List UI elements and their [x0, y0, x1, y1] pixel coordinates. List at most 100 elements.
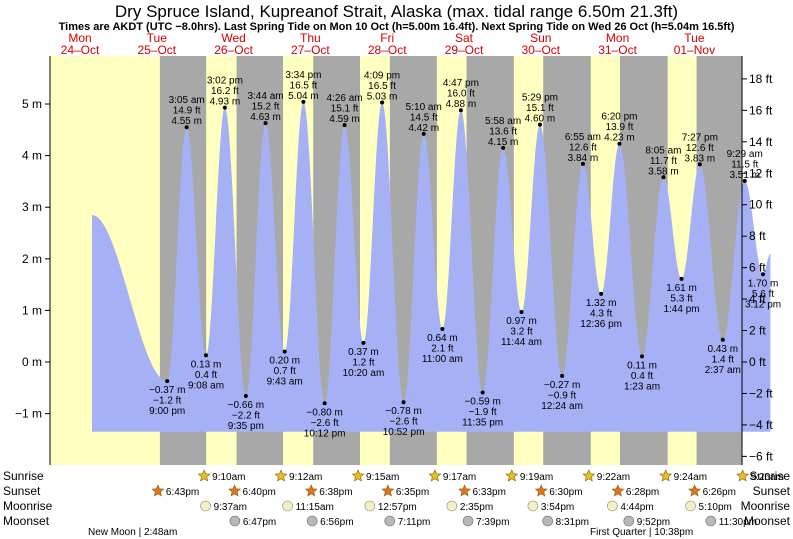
extreme-dot: [640, 354, 645, 359]
high-tide-label: 4.59 m: [329, 114, 360, 125]
high-tide-label: 8:05 am: [645, 145, 681, 156]
low-tide-label: −0.59 m: [464, 396, 500, 407]
moonset-icon: [542, 515, 553, 527]
sunrise-icon: [505, 469, 519, 482]
low-tide-label: 0.4 ft: [195, 370, 217, 381]
moonrise-icon: [527, 500, 539, 512]
sunrise-icon: [428, 469, 442, 482]
high-tide-label: 5:29 pm: [522, 93, 558, 104]
sunset-time: 6:28pm: [626, 487, 659, 498]
low-tide-label: −1.9 ft: [469, 407, 497, 418]
right-tick-label: 14 ft: [749, 135, 773, 149]
high-tide-label: 6:20 pm: [601, 112, 637, 123]
low-tide-label: −2.6 ft: [311, 418, 339, 429]
right-tick-label: −2 ft: [749, 386, 773, 400]
high-tide-label: 13.6 ft: [489, 126, 517, 137]
high-tide-label: 7:27 pm: [682, 132, 718, 143]
sunset-icon: [458, 484, 472, 497]
low-tide-label: 11:00 am: [422, 354, 463, 365]
low-tide-label: 0.7 ft: [274, 366, 296, 377]
extreme-dot: [342, 123, 347, 128]
extreme-dot: [361, 340, 366, 345]
extreme-dot: [263, 121, 268, 126]
sunset-time: 6:40pm: [243, 487, 276, 498]
high-tide-label: 4.60 m: [525, 114, 556, 125]
high-tide-label: 3:44 am: [247, 91, 283, 102]
extreme-dot: [580, 161, 585, 166]
high-tide-label: 4.23 m: [604, 133, 635, 144]
moonset-icon: [623, 515, 635, 527]
sunset-icon: [611, 484, 625, 497]
right-tick-label: 16 ft: [749, 103, 773, 117]
low-tide-label: 0.43 m: [707, 344, 738, 355]
sunrise-time: 9:15am: [366, 472, 399, 483]
low-tide-label: 3:12 pm: [745, 299, 781, 310]
moon-phase-first-quarter: First Quarter | 10:38pm: [590, 527, 693, 538]
moonset-time: 8:31pm: [556, 517, 589, 528]
high-tide-label: 3:02 pm: [207, 76, 243, 87]
low-tide-label: 0.4 ft: [631, 371, 653, 382]
moonrise-time: 11:15am: [296, 502, 334, 513]
high-tide-label: 16.5 ft: [368, 81, 396, 92]
chart-title: Dry Spruce Island, Kupreanof Strait, Ala…: [114, 2, 679, 21]
extreme-dot: [184, 125, 189, 130]
moonset-time: 6:47pm: [243, 517, 276, 528]
high-tide-label: 4.42 m: [408, 123, 439, 134]
day-headers: Mon24–OctTue25–OctWed26–OctThu27–OctFri2…: [61, 31, 715, 57]
low-tide-label: 0.20 m: [269, 356, 300, 367]
low-tide-label: 3.2 ft: [510, 326, 532, 337]
right-tick-label: 4 ft: [749, 292, 766, 306]
sunrise-time: 9:10am: [212, 472, 245, 483]
low-tide-label: −0.9 ft: [548, 390, 576, 401]
moonset-icon: [229, 515, 241, 527]
extreme-dot: [222, 105, 227, 110]
high-tide-label: 14.9 ft: [173, 106, 201, 117]
day-name: Mon: [68, 31, 91, 45]
moonrise-icon: [200, 500, 211, 512]
low-tide-label: −2.6 ft: [390, 417, 418, 428]
high-tide-label: 12.6 ft: [686, 143, 714, 154]
low-tide-label: 9:08 am: [188, 380, 224, 391]
low-tide-label: 9:43 am: [267, 377, 303, 388]
extreme-dot: [761, 272, 766, 277]
day-name: Thu: [300, 31, 321, 45]
sunrise-time: 9:19am: [520, 472, 553, 483]
low-tide-label: −0.78 m: [385, 406, 421, 417]
low-tide-label: 1.4 ft: [712, 354, 734, 365]
tide-curve: [92, 101, 771, 432]
high-tide-label: 4:09 pm: [364, 70, 400, 81]
sunrise-time: 9:17am: [443, 472, 476, 483]
sunset-time: 6:35pm: [396, 487, 429, 498]
low-tide-label: −1.2 ft: [153, 396, 181, 407]
moonset-time: 6:56pm: [320, 517, 353, 528]
moonset-icon: [306, 515, 318, 527]
extreme-dot: [679, 276, 684, 281]
high-tide-label: 5:58 am: [485, 116, 521, 127]
moon-phase-new: New Moon | 2:48am: [88, 527, 177, 538]
low-tide-label: 0.11 m: [627, 360, 657, 371]
extreme-dot: [697, 162, 702, 167]
low-tide-label: 5.6 ft: [752, 289, 774, 300]
row-label-right: Moonrise: [741, 499, 791, 513]
moonset-time: 7:39pm: [476, 517, 509, 528]
high-tide-label: 3.84 m: [568, 153, 599, 164]
low-tide-label: 10:20 am: [343, 368, 385, 379]
low-tide-label: 9:00 pm: [149, 406, 185, 417]
sunrise-time: 9:24am: [674, 472, 707, 483]
sunrise-time: 9:26am: [751, 472, 784, 483]
moonrise-time: 9:37am: [214, 502, 247, 513]
extreme-dot: [440, 326, 445, 331]
sunset-icon: [688, 484, 702, 497]
extreme-dot: [243, 394, 248, 399]
high-tide-label: 3:34 pm: [285, 70, 321, 81]
high-tide-label: 15.1 ft: [526, 103, 554, 114]
right-tick-label: 2 ft: [749, 324, 766, 338]
moonrise-icon: [364, 500, 376, 512]
extreme-dot: [537, 122, 542, 127]
moonrise-icon: [446, 500, 458, 512]
high-tide-label: 5.04 m: [288, 91, 319, 102]
day-name: Wed: [221, 31, 245, 45]
low-tide-label: −2.2 ft: [232, 411, 260, 422]
